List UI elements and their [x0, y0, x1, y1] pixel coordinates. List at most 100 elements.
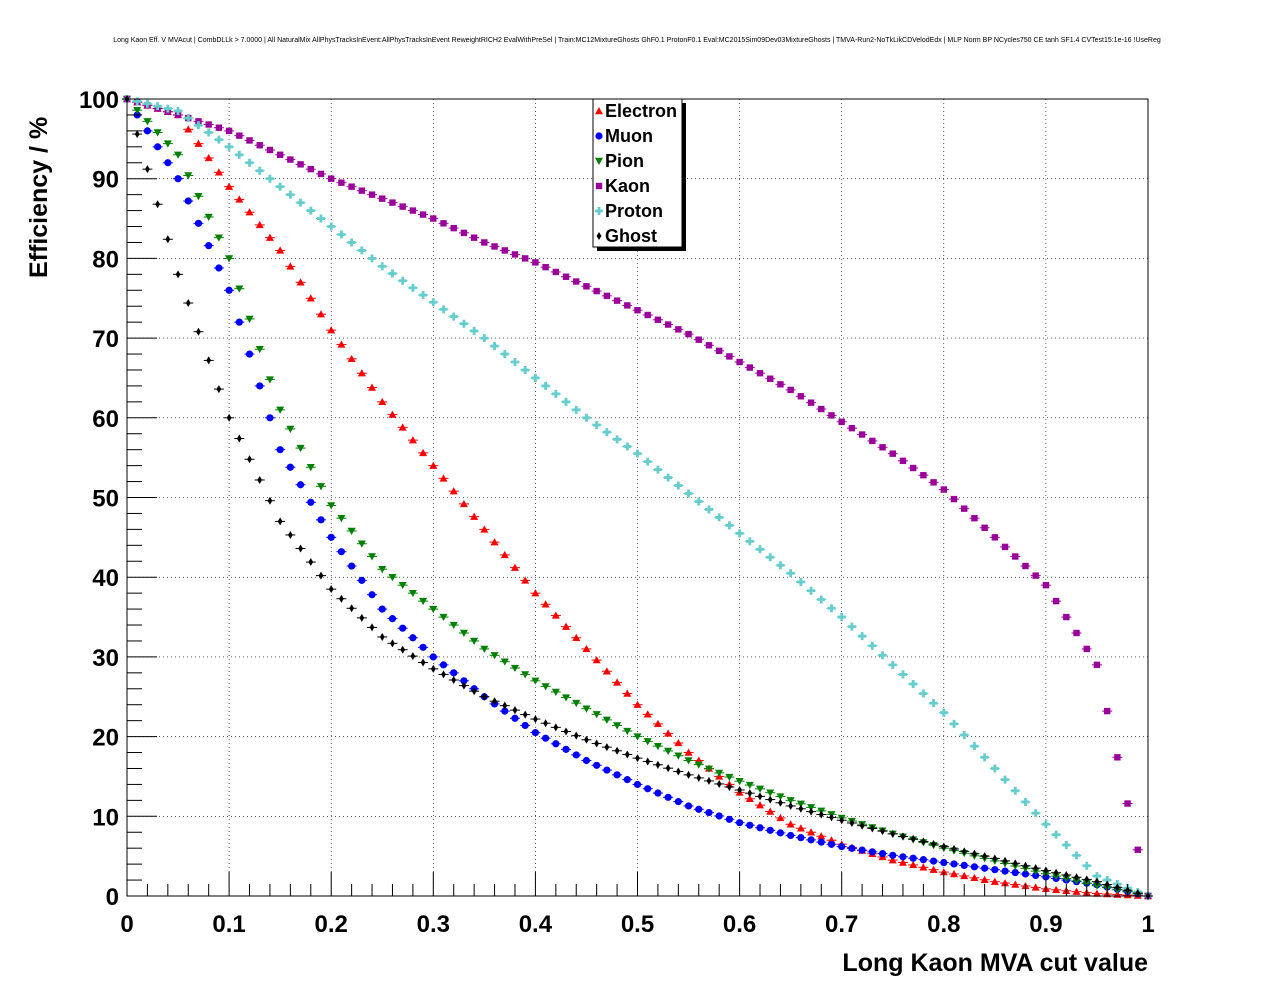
proton-point [1103, 876, 1112, 885]
electron-point [776, 813, 785, 822]
proton-point [694, 497, 703, 506]
proton-point [1062, 840, 1071, 849]
ghost-point [635, 754, 640, 763]
muon-point [388, 615, 397, 623]
electron-point [602, 667, 611, 675]
pion-point [419, 597, 428, 606]
muon-point [521, 721, 529, 730]
pion-point [347, 527, 356, 535]
pion-point [204, 213, 213, 221]
y-tick-label: 20 [92, 725, 119, 752]
kaon-point [379, 195, 386, 202]
ghost-point [461, 681, 467, 690]
pion-point [143, 118, 152, 126]
muon-point [817, 838, 825, 846]
proton-point [715, 513, 724, 522]
electron-point [306, 294, 315, 302]
proton-point [245, 158, 254, 167]
electron-point [1072, 887, 1081, 895]
proton-point [296, 198, 305, 207]
pion-point [163, 140, 172, 148]
proton-point [163, 104, 172, 113]
legend-label-pion: Pion [605, 151, 644, 171]
ghost-point [594, 739, 600, 748]
ghost-point [808, 807, 814, 816]
muon-point [695, 805, 703, 813]
proton-point [847, 622, 856, 631]
proton-point [745, 537, 754, 546]
proton-point [235, 150, 244, 159]
pion-point [582, 705, 591, 713]
ghost-point [257, 475, 263, 484]
kaon-point [1042, 581, 1050, 589]
electron-point [960, 871, 969, 880]
proton-point [960, 731, 969, 740]
muon-point [276, 446, 284, 454]
muon-point [613, 771, 621, 779]
kaon-point [746, 364, 754, 371]
muon-point [348, 562, 356, 570]
ghost-point [1012, 859, 1018, 868]
electron-point [531, 589, 540, 597]
proton-point [602, 428, 611, 437]
x-tick-label: 0.3 [417, 911, 450, 938]
proton-point [1041, 820, 1050, 829]
muon-point [235, 318, 243, 326]
electron-point [643, 710, 652, 718]
proton-point [214, 135, 223, 144]
pion-point [592, 711, 601, 719]
muon-point [562, 745, 570, 753]
muon-point [409, 634, 417, 642]
proton-point [439, 305, 448, 314]
ghost-point [175, 270, 181, 279]
ghost-point [869, 824, 875, 833]
muon-point [756, 824, 764, 832]
electron-point [939, 868, 948, 876]
pion-point [194, 193, 203, 201]
ghost-point [196, 327, 201, 336]
proton-point [255, 166, 264, 175]
muon-point [705, 809, 713, 817]
kaon-point [1103, 707, 1111, 715]
kaon-point [552, 268, 560, 276]
electron-point [613, 678, 622, 686]
pion-point [674, 752, 683, 760]
kaon-point [481, 239, 488, 246]
ghost-point [379, 632, 385, 641]
ghost-point [553, 723, 559, 732]
kaon-point [848, 424, 856, 432]
kaon-point [501, 247, 508, 254]
pion-point [378, 566, 387, 574]
ghost-point [584, 735, 589, 744]
proton-point [735, 529, 744, 538]
pion-point [756, 785, 765, 793]
kaon-point [797, 393, 805, 400]
kaon-point [613, 297, 621, 304]
kaon-point [307, 165, 314, 173]
ghost-point [145, 165, 150, 174]
muon-point [368, 591, 376, 599]
electron-point [439, 474, 448, 482]
ghost-point [890, 829, 896, 838]
pion-point [694, 761, 703, 769]
ghost-point [1043, 866, 1049, 875]
ghost-point [492, 697, 497, 706]
y-tick-label: 90 [92, 167, 119, 194]
muon-point [317, 516, 325, 524]
muon-point [593, 761, 601, 769]
kaon-point [634, 307, 641, 314]
pion-point [745, 781, 754, 790]
electron-point [745, 794, 754, 802]
kaon-point [399, 203, 406, 210]
ghost-point [420, 658, 426, 667]
electron-point [255, 220, 264, 229]
muon-point [725, 815, 733, 823]
ghost-point [1002, 856, 1008, 865]
electron-point [653, 719, 662, 728]
ghost-point [747, 789, 753, 798]
ghost-point [390, 639, 395, 648]
muon-point [174, 175, 182, 183]
proton-point [990, 764, 999, 773]
muon-point [797, 834, 805, 842]
kaon-point [920, 471, 927, 479]
